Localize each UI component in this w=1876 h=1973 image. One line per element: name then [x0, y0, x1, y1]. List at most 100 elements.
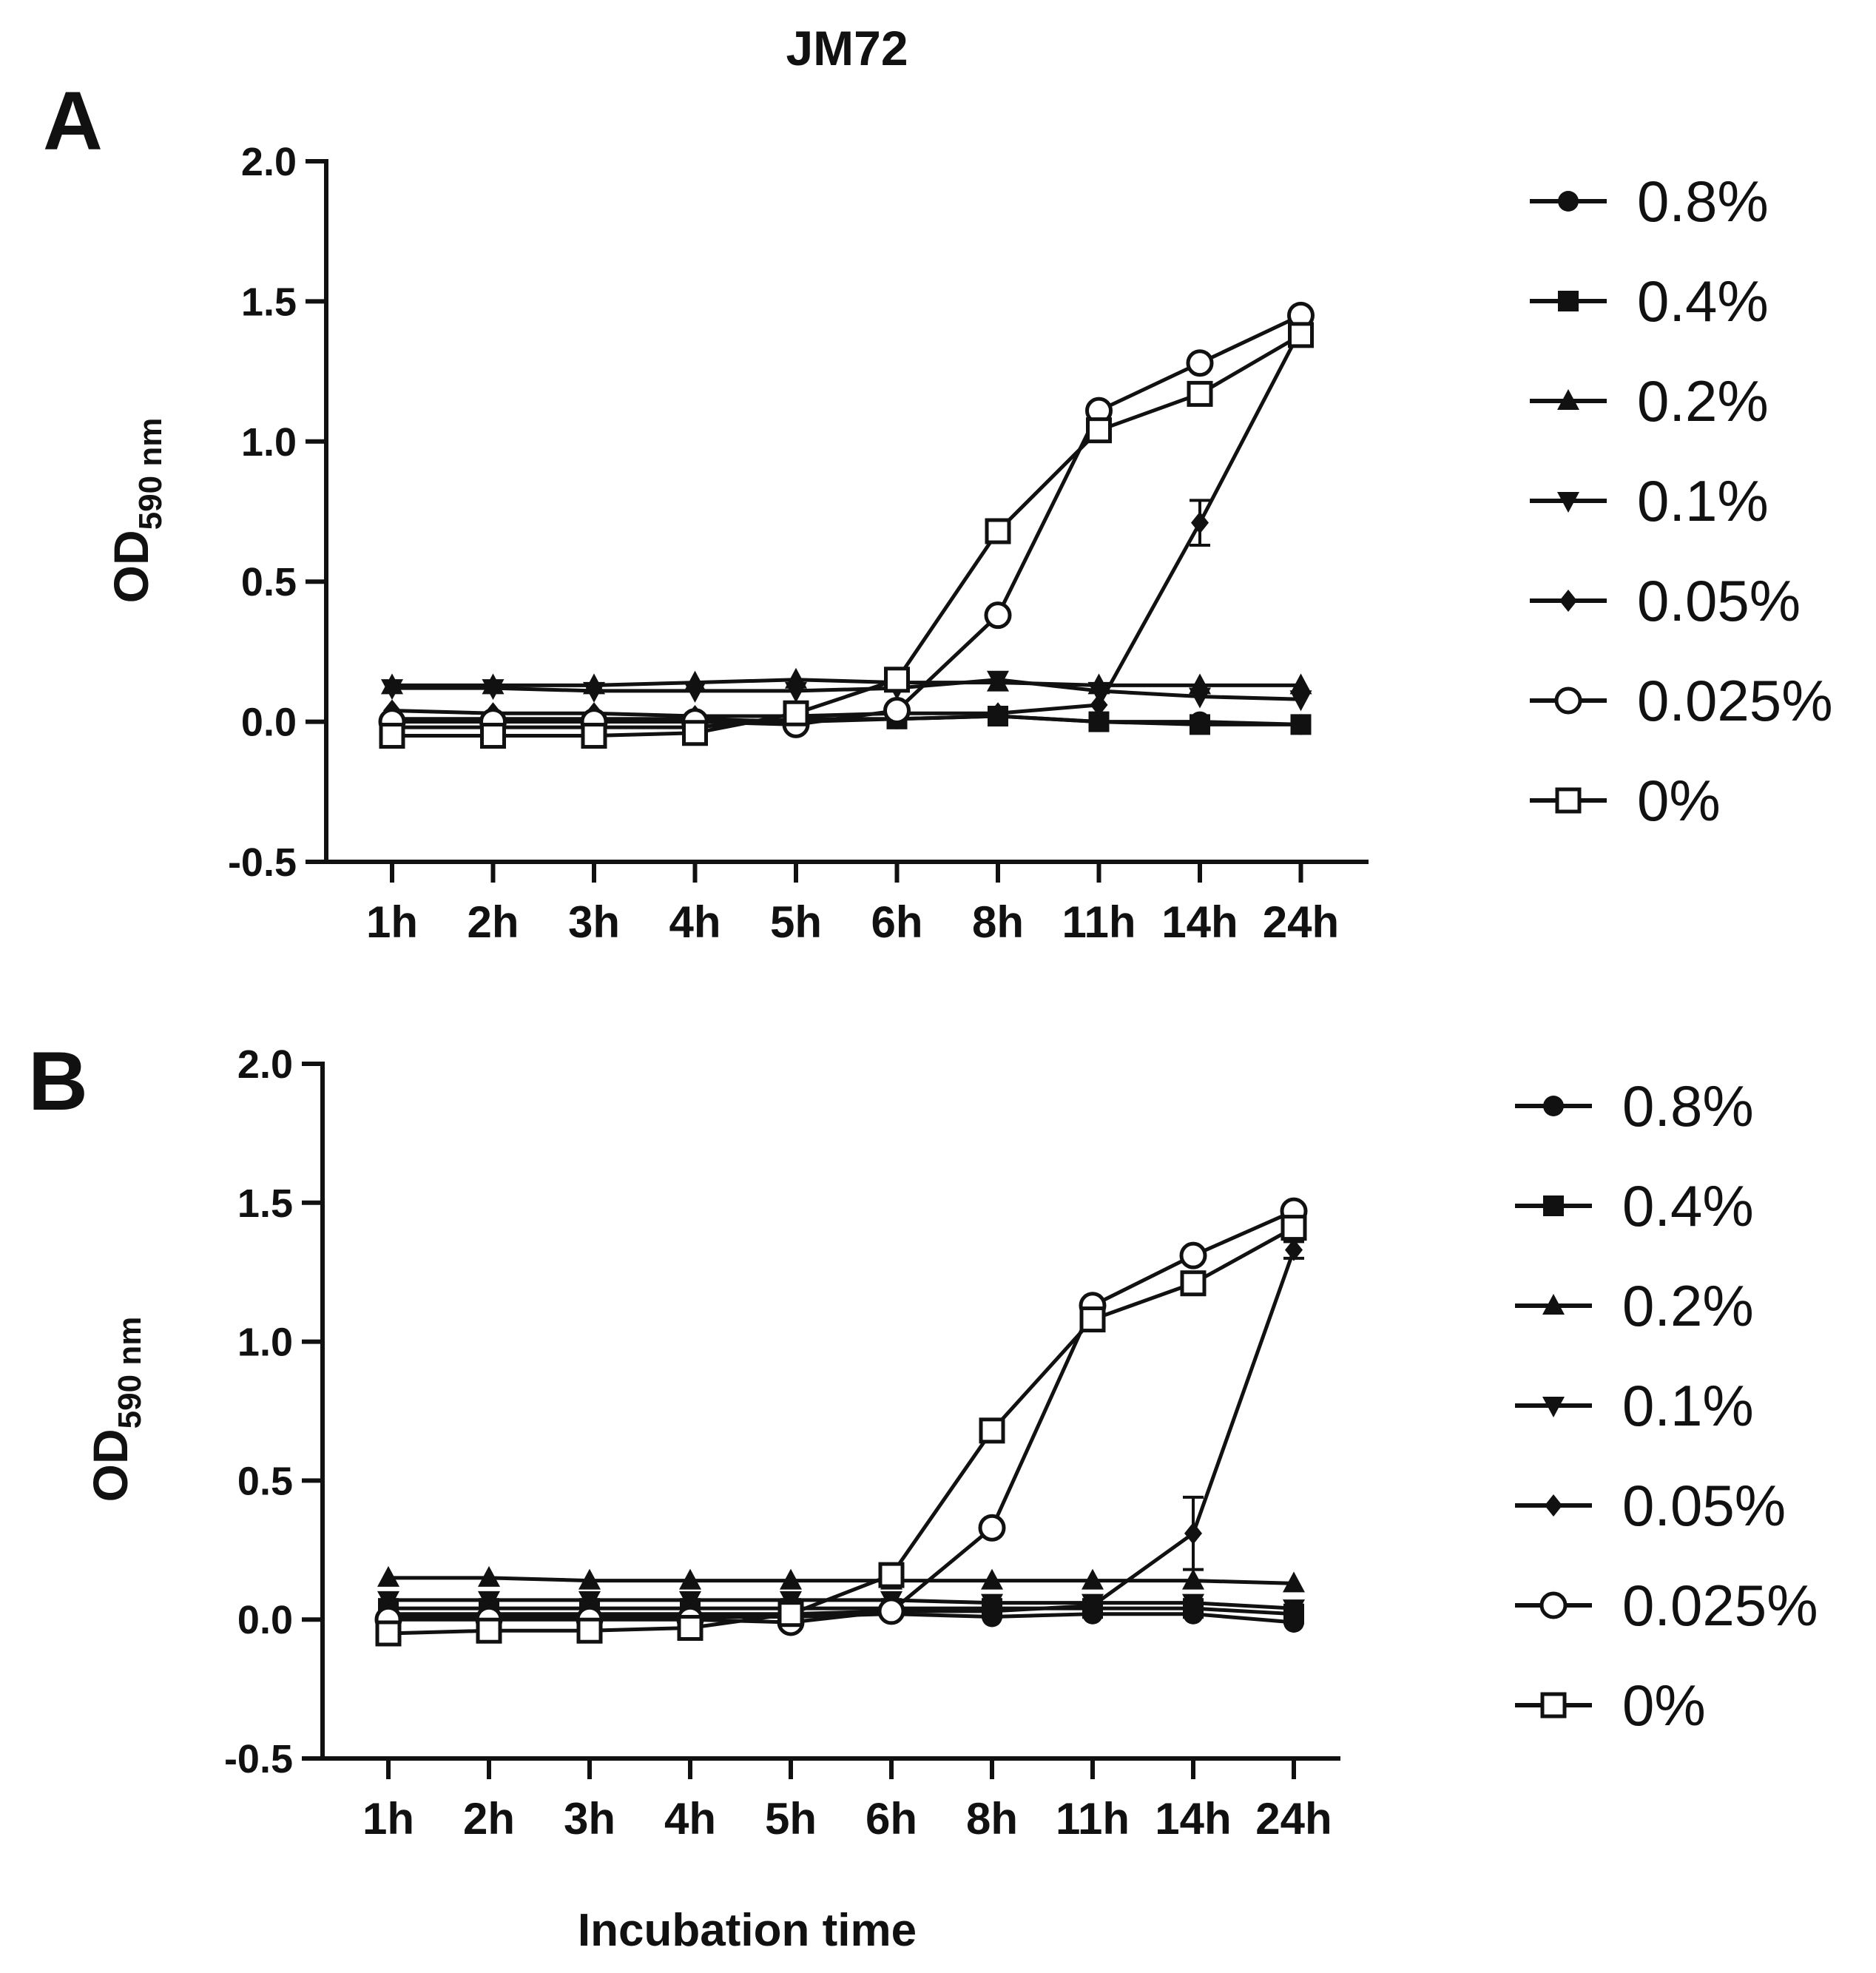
panel-b-legend-label-0-4: 0.4%: [1622, 1173, 1754, 1238]
panel-b-series-line-0-025: [388, 1209, 1295, 1625]
panel-b-point-0-2-3h: [578, 1568, 601, 1590]
panel-a-series-line-0: [392, 333, 1302, 738]
panel-a-point-0-025-6h: [883, 696, 911, 724]
panel-a-point-0-05-8h: [989, 702, 1007, 725]
panel-b-legend-label-0-2: 0.2%: [1622, 1273, 1754, 1338]
panel-a-legend-marker-0-8: [1558, 191, 1579, 212]
panel-a-x-tick-label: 8h: [972, 897, 1024, 947]
panel-b-y-tick-label: 2.0: [237, 1042, 293, 1087]
panel-a-point-0-4-14h: [1190, 714, 1210, 735]
panel-b-point-0-3h: [576, 1617, 603, 1644]
panel-a-y-tick-label: 0.5: [241, 560, 297, 604]
panel-b-point-0-025-6h: [877, 1597, 905, 1625]
panel-a-legend-marker-0-025: [1554, 687, 1582, 715]
panel-a-legend-label-0-1: 0.1%: [1637, 468, 1769, 533]
panel-b-legend-marker-0-1: [1542, 1397, 1565, 1417]
panel-a-point-0-5h: [783, 700, 809, 726]
panel-b-legend-label-0-025: 0.025%: [1622, 1573, 1818, 1638]
panel-label-b: B: [28, 1035, 88, 1127]
panel-a-point-0-025-8h: [984, 601, 1012, 630]
panel-a-legend-marker-0-2: [1557, 389, 1579, 410]
panel-b-y-tick-label: 1.0: [237, 1321, 293, 1365]
panel-a-point-0-1-5h: [785, 681, 807, 703]
panel-b-series-line-0: [388, 1226, 1295, 1636]
panel-b-legend-marker-0-2: [1542, 1294, 1565, 1315]
panel-b-point-0-6h: [878, 1562, 905, 1588]
panel-a-point-0-4h: [682, 720, 708, 746]
figure-title: JM72: [786, 21, 908, 75]
panel-b-y-axis-label: OD590 nm: [83, 1317, 148, 1502]
panel-a-chart: 2.0 1.5 1.0 0.5 0.0 -0.5 1h 2h 3h 4h 5h 6h 8h 11h 14h 2…: [104, 140, 1833, 947]
panel-a-y-tick-label: 2.0: [241, 140, 297, 184]
panel-a-point-0-1-1h: [381, 679, 403, 701]
panel-b-legend-marker-0: [1540, 1692, 1567, 1719]
panel-b-point-0-1-1h: [377, 1591, 399, 1612]
panel-a-point-0-1-4h: [684, 681, 706, 703]
panel-b-point-0-2-5h: [780, 1568, 802, 1590]
panel-a-x-tick-label: 1h: [366, 897, 418, 947]
panel-a-series-line-0-05: [391, 328, 1303, 718]
panel-b-x-tick-label: 5h: [765, 1794, 817, 1844]
panel-a-point-0-1-2h: [482, 679, 505, 701]
panel-b-point-0-1-3h: [578, 1591, 601, 1612]
panel-a-y-tick-label: -0.5: [228, 840, 297, 885]
panel-b-point-0-1h: [375, 1620, 402, 1647]
panel-b-x-tick-label: 11h: [1056, 1794, 1130, 1844]
panel-a-point-0-24h: [1288, 322, 1314, 348]
panel-a-point-0-1-14h: [1189, 687, 1211, 709]
panel-a-series-line-0-025: [392, 314, 1302, 726]
panel-a-x-tick-label: 4h: [669, 897, 721, 947]
panel-a-point-0-05-11h: [1090, 693, 1108, 716]
panel-a-point-0-1h: [379, 723, 405, 749]
panel-a-y-tick-label: 1.5: [241, 280, 297, 324]
panel-b-point-0-8h: [979, 1417, 1005, 1444]
panel-a-series-line-0-2: [392, 678, 1301, 687]
panel-b-y-tick-label: 1.5: [237, 1181, 293, 1226]
panel-b-x-tick-label: 8h: [966, 1794, 1018, 1844]
panel-b-point-0-2-2h: [478, 1565, 500, 1587]
panel-b-point-0-2-8h: [981, 1568, 1003, 1590]
panel-a-point-0-2-24h: [1289, 673, 1312, 695]
panel-b-x-tick-label: 2h: [463, 1794, 515, 1844]
panel-b-point-0-1-14h: [1182, 1593, 1204, 1615]
panel-b-x-tick-label: 24h: [1255, 1794, 1332, 1844]
panel-b-legend-label-0-1: 0.1%: [1622, 1373, 1754, 1438]
panel-b-point-0-05-8h: [983, 1599, 1001, 1622]
panel-a-legend-marker-0-05: [1559, 590, 1577, 612]
panel-b-x-tick-label: 3h: [564, 1794, 615, 1844]
panel-a-point-0-11h: [1086, 417, 1112, 444]
panel-a-y-tick-label: 0.0: [241, 701, 297, 745]
panel-a-x-tick-label: 14h: [1161, 897, 1238, 947]
panel-b-point-0-2-24h: [1283, 1571, 1305, 1593]
panel-b-point-0-2-11h: [1082, 1568, 1104, 1590]
panel-a-point-0-4-24h: [1290, 714, 1312, 735]
panel-a-legend-marker-0-1: [1557, 492, 1579, 513]
panel-a-point-0-1-11h: [1087, 681, 1110, 703]
panel-a-legend-label-0-2: 0.2%: [1637, 368, 1769, 434]
panel-a-y-axis-label: OD590 nm: [104, 418, 169, 604]
panel-a-x-tick-label: 11h: [1062, 897, 1136, 947]
panel-b-point-0-2-4h: [679, 1568, 701, 1590]
panel-b-series-line-0-2: [388, 1576, 1295, 1585]
panel-a-point-0-6h: [884, 667, 910, 693]
panel-b-chart: 2.0 1.5 1.0 0.5 0.0 -0.5 1h 2h 3h 4h 5h 6h 8h 11h 14h 2…: [83, 1042, 1818, 1844]
panel-b-point-0-1-4h: [679, 1591, 701, 1612]
panel-a-legend-label-0-05: 0.05%: [1637, 568, 1801, 633]
panel-b-x-tick-label: 4h: [664, 1794, 716, 1844]
panel-b-point-0-14h: [1180, 1270, 1207, 1297]
panel-b-point-0-025-14h: [1179, 1241, 1207, 1269]
panel-a-x-tick-label: 24h: [1263, 897, 1339, 947]
panel-b-point-0-24h: [1281, 1215, 1307, 1241]
panel-b-series-line-0-4: [388, 1606, 1295, 1616]
panel-a-legend-label-0-8: 0.8%: [1637, 169, 1769, 234]
panel-a-legend-marker-0: [1555, 787, 1582, 814]
panel-b-legend-label-0-8: 0.8%: [1622, 1073, 1754, 1139]
panel-a-x-tick-label: 5h: [770, 897, 822, 947]
panel-b-point-0-1-2h: [478, 1591, 500, 1612]
panel-a-point-0-05-14h: [1191, 511, 1209, 534]
panel-b-legend-marker-0-4: [1543, 1195, 1564, 1216]
panel-a-legend-label-0-4: 0.4%: [1637, 269, 1769, 334]
panel-a-point-0-1-8h: [987, 670, 1009, 692]
panel-a-point-0-025-14h: [1186, 349, 1214, 377]
panel-a-point-0-14h: [1187, 380, 1213, 407]
